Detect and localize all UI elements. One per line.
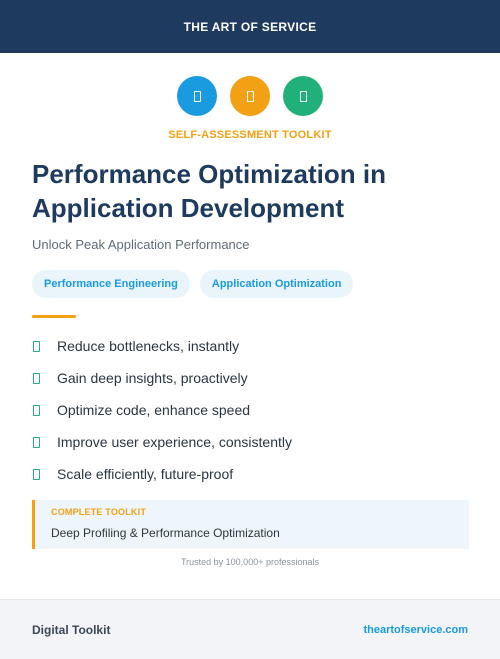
trust-note: Trusted by 100,000+ professionals	[180, 557, 319, 567]
benefit-list: Reduce bottlenecks, instantly Gain deep …	[32, 330, 292, 490]
check-icon	[33, 404, 40, 416]
benefit-text: Scale efficiently, future-proof	[57, 466, 234, 482]
toolkit-callout: COMPLETE TOOLKIT Deep Profiling & Perfor…	[32, 500, 469, 549]
benefit-text: Optimize code, enhance speed	[57, 402, 251, 418]
callout-label: COMPLETE TOOLKIT	[51, 507, 147, 517]
list-item: Scale efficiently, future-proof	[32, 458, 292, 490]
kicker-label: SELF-ASSESSMENT TOOLKIT	[168, 129, 332, 141]
check-icon	[33, 372, 40, 384]
list-item: Reduce bottlenecks, instantly	[32, 330, 292, 362]
icon-row	[0, 76, 500, 116]
benefit-text: Improve user experience, consistently	[57, 434, 292, 450]
document-icon	[230, 76, 270, 116]
check-icon	[33, 436, 40, 448]
benefit-text: Gain deep insights, proactively	[57, 370, 248, 386]
page-subtitle: Unlock Peak Application Performance	[32, 237, 250, 252]
check-icon	[33, 468, 40, 480]
footer: Digital Toolkit theartofservice.com	[0, 599, 500, 659]
list-item: Gain deep insights, proactively	[32, 362, 292, 394]
page-title: Performance Optimization in Application …	[32, 159, 386, 223]
list-item: Improve user experience, consistently	[32, 426, 292, 458]
list-item: Optimize code, enhance speed	[32, 394, 292, 426]
tag-list: Performance Engineering Application Opti…	[32, 270, 354, 298]
callout-text: Deep Profiling & Performance Optimizatio…	[51, 526, 280, 540]
document-icon	[283, 76, 323, 116]
top-banner: THE ART OF SERVICE	[0, 0, 500, 53]
document-icon	[177, 76, 217, 116]
footer-label: Digital Toolkit	[32, 622, 111, 637]
tag-application-optimization: Application Optimization	[199, 270, 354, 298]
benefit-text: Reduce bottlenecks, instantly	[57, 338, 240, 354]
website-link[interactable]: theartofservice.com	[363, 623, 468, 636]
tag-performance-engineering: Performance Engineering	[32, 270, 190, 298]
check-icon	[33, 340, 40, 352]
brand-name: THE ART OF SERVICE	[183, 19, 317, 34]
accent-divider	[32, 315, 76, 318]
